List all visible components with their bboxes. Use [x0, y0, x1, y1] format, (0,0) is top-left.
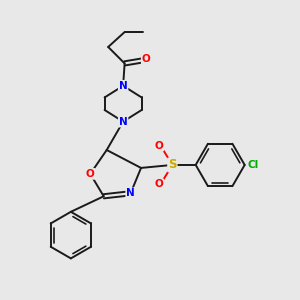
Text: O: O [154, 140, 163, 151]
Text: N: N [126, 188, 135, 198]
Text: O: O [154, 179, 163, 189]
Text: N: N [119, 117, 128, 127]
Text: S: S [168, 158, 177, 171]
Text: O: O [142, 54, 151, 64]
Text: O: O [86, 169, 95, 179]
Text: Cl: Cl [248, 160, 259, 170]
Text: N: N [119, 81, 128, 91]
